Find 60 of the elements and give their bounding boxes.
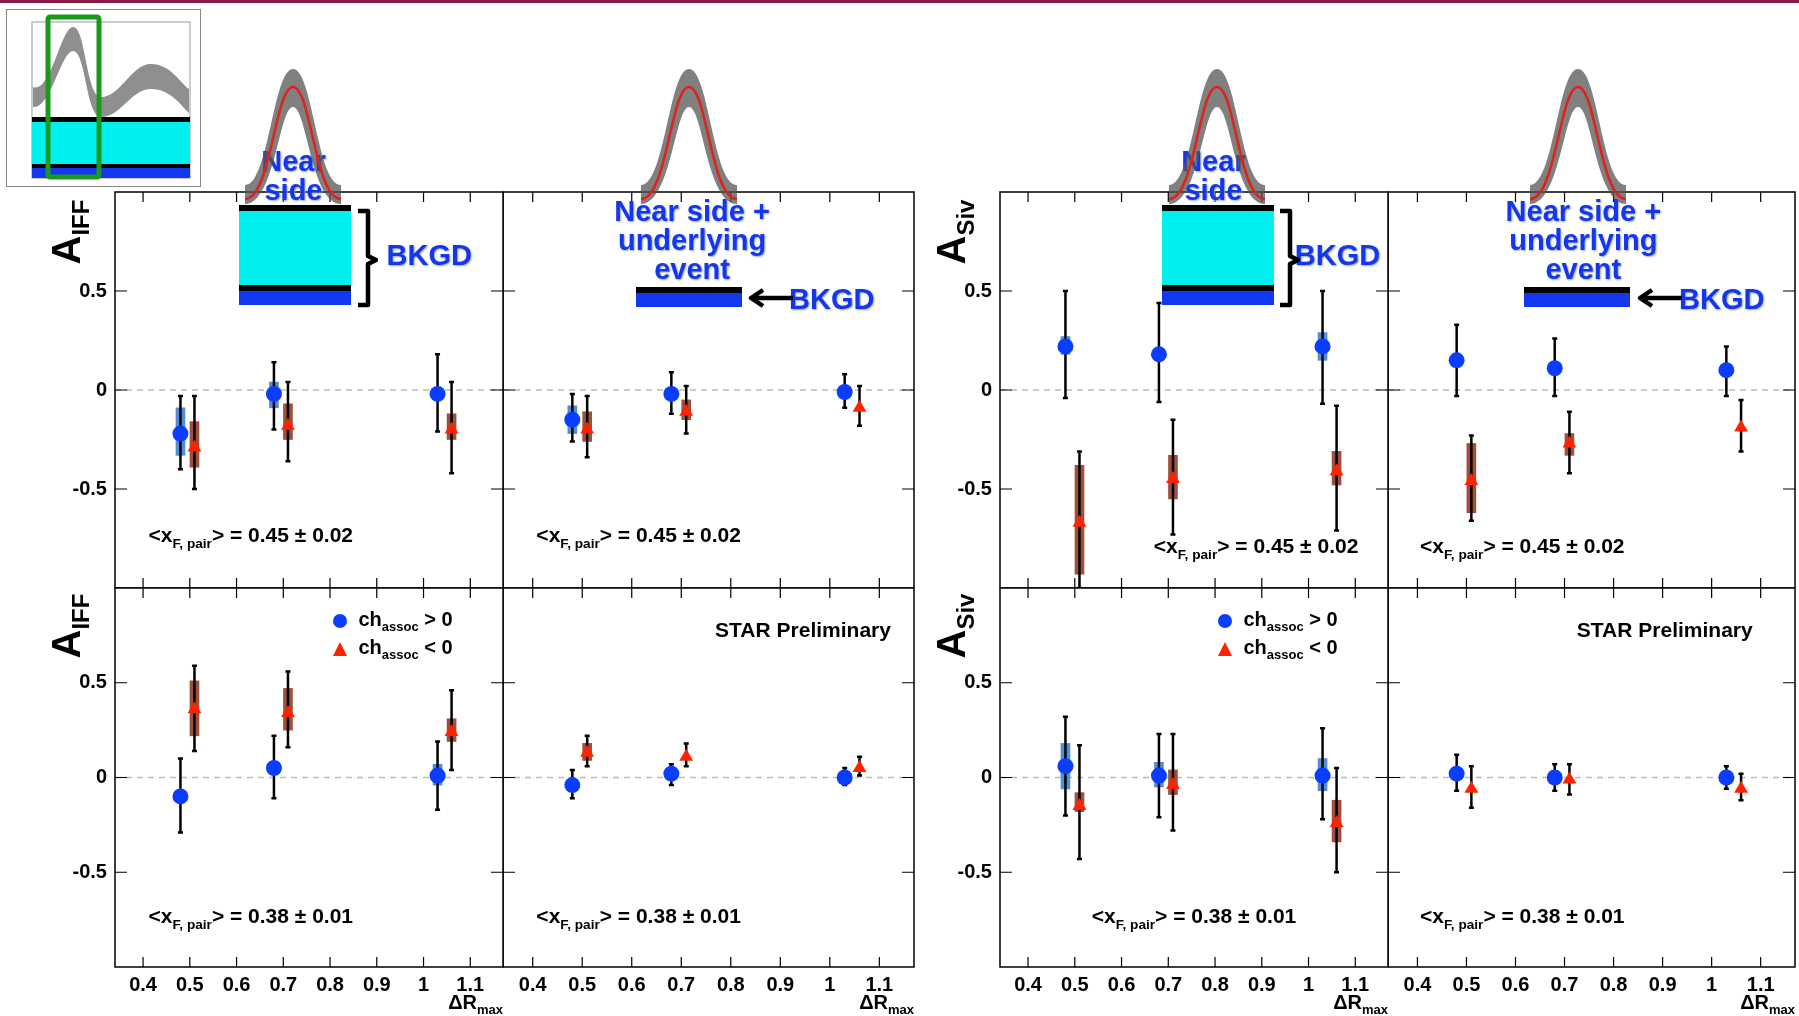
x-tick-label: 0.6 [1107,972,1136,995]
x-tick-label: 0.6 [1501,972,1530,995]
y-tick-label: 0.5 [79,670,107,693]
annotation: BKGD [1294,238,1381,271]
x-tick-label: 0.4 [129,972,158,995]
legend-label: ch$_{assoc}$ < 0 [1243,635,1338,664]
annotation: STAR Preliminary [715,617,891,642]
x-tick-label: 0.5 [1452,972,1481,995]
x-tick-label: 0.6 [617,972,646,995]
annotation: <x$_{F, pair}$> = 0.38 ± 0.01 [1091,904,1297,932]
annotation: <x$_{F, pair}$> = 0.45 ± 0.02 [536,522,741,551]
x-tick-label: 1 [1706,972,1718,995]
legend-label: ch$_{assoc}$ > 0 [1243,606,1338,636]
annotation: <x$_{F, pair}$> = 0.38 ± 0.01 [148,904,354,932]
annotation: <x$_{F, pair}$> = 0.38 ± 0.01 [536,904,741,932]
annotation: <x$_{F, pair}$> = 0.45 ± 0.02 [1420,534,1625,562]
y-tick-label: -0.5 [72,859,107,882]
x-tick-label: 1 [1302,972,1315,995]
x-tick-label: 0.6 [222,972,251,995]
x-tick-label: 0.7 [667,972,696,995]
annotation: <x$_{F, pair}$> = 0.38 ± 0.01 [1420,904,1625,932]
annotation: BKGD [1679,282,1765,315]
annotation: Near side + underlying event [613,194,771,285]
x-tick-label: 0.7 [1154,972,1183,995]
x-tick-label: 1 [824,972,836,995]
x-tick-label: 0.8 [716,972,745,995]
legend-label: ch$_{assoc}$ < 0 [358,635,453,664]
y-tick-label: 0 [980,377,992,400]
x-tick-label: 1 [417,972,430,995]
x-tick-label: 0.9 [766,972,795,995]
annotation: Near side + underlying event [1504,194,1663,285]
annotation: BKGD [386,238,472,271]
x-tick-label: 0.8 [1201,972,1229,995]
x-tick-label: 0.7 [269,972,298,995]
y-tick-label: 0 [95,377,107,400]
legend-label: ch$_{assoc}$ > 0 [358,606,453,636]
annotation: BKGD [789,282,875,315]
x-tick-label: 0.5 [175,972,204,995]
y-tick-label: 0.5 [79,278,107,301]
y-tick-label: -0.5 [72,476,107,499]
x-tick-label: 0.7 [1550,972,1579,995]
x-tick-label: 0.9 [362,972,391,995]
x-tick-label: 0.9 [1648,972,1677,995]
y-tick-label: -0.5 [957,476,992,499]
y-tick-label: 0.5 [964,278,992,301]
x-tick-label: 0.4 [1403,972,1433,995]
x-tick-label: 0.4 [518,972,548,995]
x-tick-label: 0.5 [1060,972,1089,995]
x-tick-label: 0.4 [1014,972,1043,995]
annotation: <x$_{F, pair}$> = 0.45 ± 0.02 [148,522,354,551]
annotation: <x$_{F, pair}$> = 0.45 ± 0.02 [1153,534,1359,562]
annotation: STAR Preliminary [1576,617,1753,642]
x-tick-label: 0.8 [1599,972,1628,995]
x-tick-label: 0.5 [568,972,597,995]
x-tick-label: 0.8 [316,972,344,995]
y-tick-label: 0.5 [964,670,992,693]
x-tick-label: 0.9 [1247,972,1276,995]
y-tick-label: 0 [980,765,992,788]
y-tick-label: 0 [95,765,107,788]
y-tick-label: -0.5 [957,859,992,882]
